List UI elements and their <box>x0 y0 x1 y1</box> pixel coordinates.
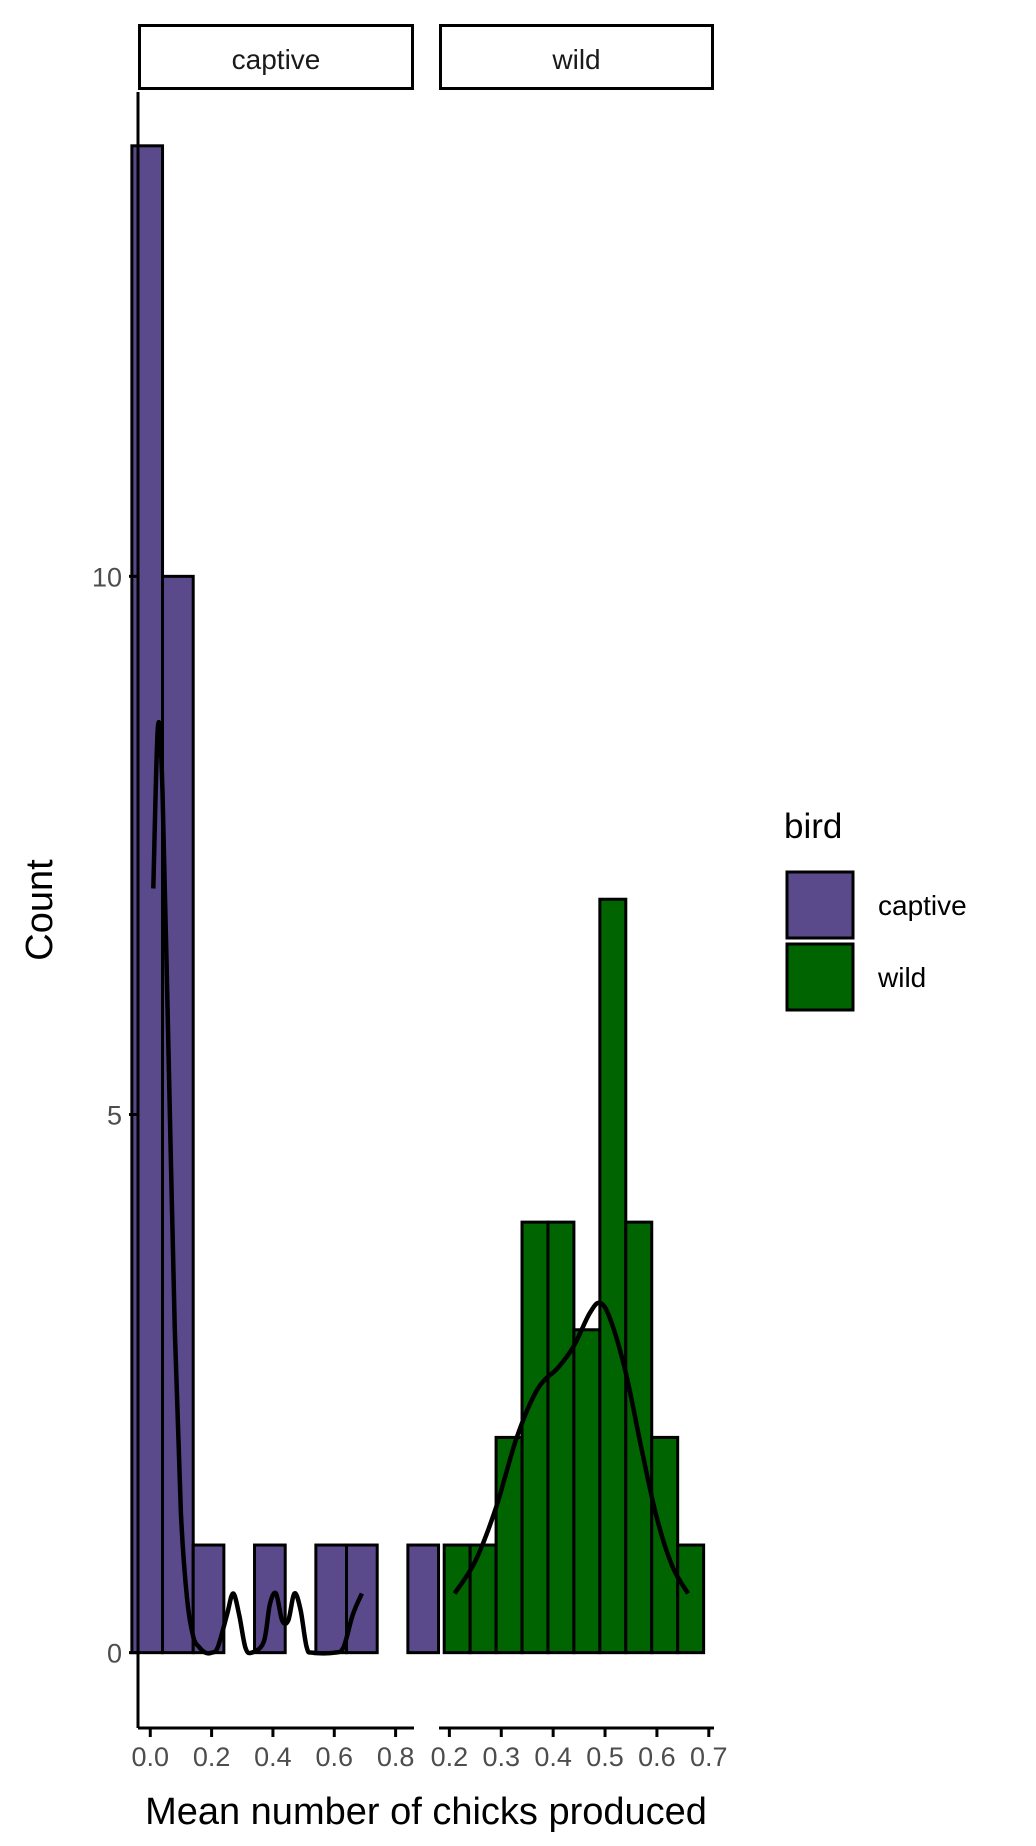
y-axis: 0 5 10 <box>92 92 140 1728</box>
y-axis-title: Count <box>19 859 61 961</box>
legend-label: captive <box>878 890 967 921</box>
x-tick-label: 0.7 <box>690 1742 728 1772</box>
density-curve <box>151 719 364 1656</box>
y-tick-label: 5 <box>107 1101 122 1131</box>
facet-strip-wild: wild <box>439 24 714 90</box>
histogram-bar <box>494 1435 524 1655</box>
facet-strip-captive: captive <box>138 24 414 90</box>
histogram-bar <box>572 1328 602 1655</box>
x-tick-label: 0.5 <box>586 1742 624 1772</box>
facet-strip-label: captive <box>232 44 321 75</box>
legend-swatch <box>785 870 855 940</box>
x-tick-label: 0.3 <box>482 1742 520 1772</box>
x-tick-label: 0.4 <box>254 1742 292 1772</box>
legend-item-wild: wild <box>785 942 926 1012</box>
legend-label: wild <box>877 962 926 993</box>
legend: bird captive wild <box>784 807 967 1012</box>
histogram-bar <box>546 1220 576 1655</box>
facet-captive: captive 0.0 0.2 0.4 0.6 0.8 <box>130 24 441 1772</box>
x-tick-label: 0.8 <box>377 1742 415 1772</box>
x-tick-label: 0.6 <box>315 1742 353 1772</box>
histogram-bar <box>345 1543 379 1655</box>
legend-item-captive: captive <box>785 870 967 940</box>
x-axis-wild: 0.2 0.3 0.4 0.5 0.6 0.7 <box>431 1726 728 1772</box>
x-tick-label: 0.0 <box>131 1742 169 1772</box>
legend-title: bird <box>784 807 842 846</box>
histogram-bar <box>598 897 628 1655</box>
y-tick-label: 10 <box>92 562 122 592</box>
histogram-bar <box>314 1543 349 1655</box>
x-tick-label: 0.2 <box>431 1742 469 1772</box>
histogram-bar <box>161 574 195 1655</box>
facet-wild: wild 0.2 0.3 0.4 0.5 0.6 0.7 <box>431 24 728 1772</box>
histogram-bar <box>406 1543 441 1655</box>
histogram-bar <box>130 144 165 1655</box>
x-tick-label: 0.6 <box>638 1742 676 1772</box>
facet-strip-label: wild <box>551 44 600 75</box>
density-curve <box>452 1300 691 1595</box>
x-axis-title: Mean number of chicks produced <box>145 1791 707 1833</box>
histogram-bar <box>520 1220 550 1655</box>
x-tick-label: 0.4 <box>534 1742 572 1772</box>
y-tick-label: 0 <box>107 1639 122 1669</box>
x-axis-captive: 0.0 0.2 0.4 0.6 0.8 <box>131 1726 415 1772</box>
x-tick-label: 0.2 <box>193 1742 231 1772</box>
histogram-bar <box>442 1543 472 1655</box>
histogram-bar <box>676 1543 706 1655</box>
legend-swatch <box>785 942 855 1012</box>
